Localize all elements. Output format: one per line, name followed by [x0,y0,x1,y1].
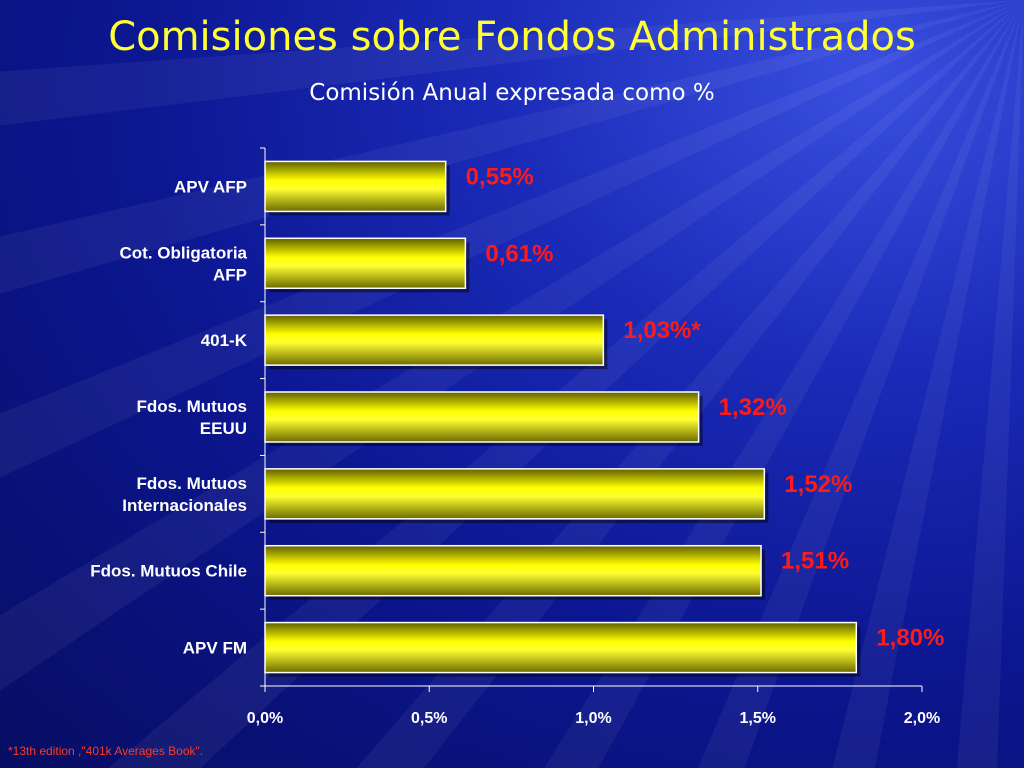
bar [264,237,467,290]
bar [264,621,858,674]
footnote: *13th edition ,"401k Averages Book". [8,744,204,758]
category-label: Fdos. Mutuos [137,397,247,416]
category-label: Fdos. Mutuos [137,474,247,493]
category-label: Internacionales [122,496,247,515]
category-label: Cot. Obligatoria [120,243,248,262]
chart-labels: 0,0% 0,5% 1,0% 1,5% 2,0% APV AFP 0,55% Cot. Obl… [90,163,944,727]
x-tick-label: 1,5% [740,710,776,727]
value-label: 1,80% [876,625,944,652]
page-title: Comisiones sobre Fondos Administrados [108,14,916,60]
x-tick-label: 2,0% [904,710,940,727]
x-tick-label: 0,0% [247,710,283,727]
value-label: 0,55% [466,163,534,190]
bar [264,544,762,597]
x-tick-label: 0,5% [411,710,447,727]
page-subtitle: Comisión Anual expresada como % [309,80,715,106]
chart-bars [264,160,861,677]
bar [264,391,700,443]
x-tick-label: 1,0% [575,710,611,727]
category-label: 401-K [201,331,248,350]
category-label: Fdos. Mutuos Chile [90,562,247,581]
value-label: 0,61% [485,240,553,267]
category-label: APV AFP [174,177,247,196]
category-label: APV FM [183,639,247,658]
category-label: EEUU [200,419,247,438]
bar [264,160,447,213]
category-label: AFP [213,265,247,284]
bar [264,468,766,520]
value-label: 1,03%* [623,317,701,344]
value-label: 1,52% [784,471,852,498]
value-label: 1,32% [719,394,787,421]
bar [264,314,605,366]
value-label: 1,51% [781,548,849,575]
